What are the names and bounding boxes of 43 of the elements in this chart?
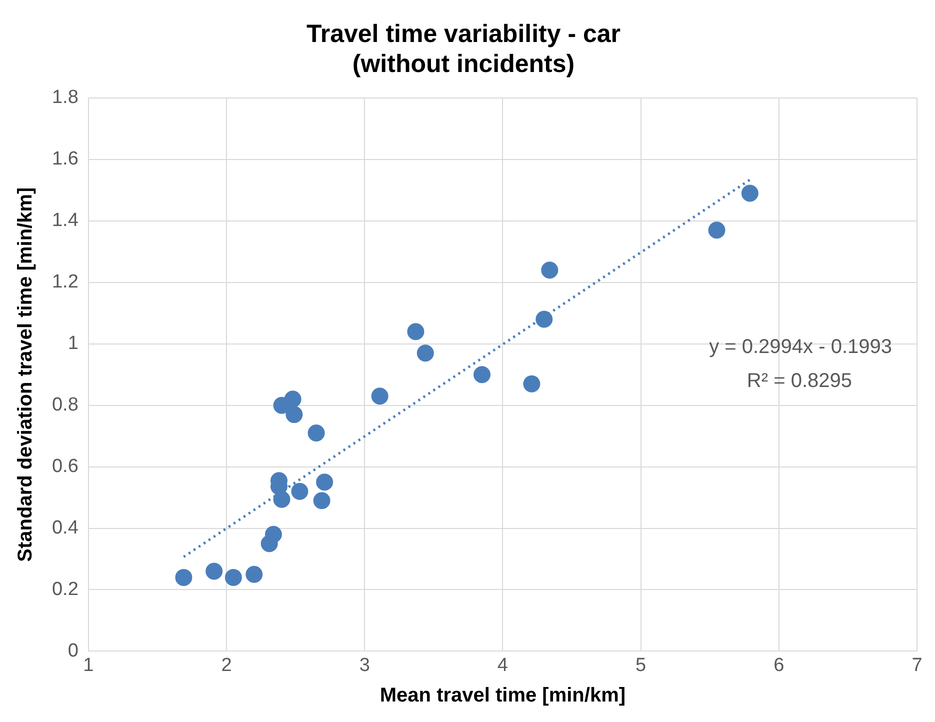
- point: [473, 366, 490, 384]
- point: [316, 474, 334, 491]
- y-tick-label: 1.6: [52, 148, 78, 170]
- y-tick-label: 0.8: [52, 394, 78, 416]
- point: [273, 490, 290, 508]
- y-tick-label: 0.4: [52, 518, 79, 538]
- point: [536, 310, 553, 328]
- point: [523, 375, 540, 392]
- point: [741, 184, 758, 202]
- y-axis-title: Standard deviation travel time [min/km]: [14, 187, 37, 562]
- point: [708, 222, 726, 239]
- point: [206, 562, 223, 580]
- point: [407, 323, 424, 340]
- y-tick-label: 0.2: [52, 578, 78, 600]
- x-tick-label: 1: [83, 654, 94, 676]
- y-tick-label: 0.6: [52, 456, 78, 478]
- point: [308, 424, 325, 442]
- x-tick-label: 3: [359, 654, 370, 676]
- point: [175, 568, 192, 586]
- annotation: y = 0.2994x - 0.1993: [709, 336, 892, 358]
- point: [264, 526, 282, 543]
- annotation: R² = 0.8295: [746, 370, 852, 392]
- x-tick-label: 5: [636, 654, 646, 676]
- y-tick-label: 0: [68, 640, 78, 662]
- point: [371, 388, 388, 405]
- x-tick-label: 4: [497, 654, 508, 676]
- chart-title: Travel time variability - car (without incidents): [306, 20, 621, 78]
- x-axis-title: Mean travel time [min/km]: [380, 684, 626, 707]
- point: [541, 262, 558, 279]
- y-tick-label: 1.4: [52, 210, 79, 232]
- y-tick-label: 1.8: [52, 87, 78, 108]
- point: [246, 566, 263, 583]
- x-tick-label: 7: [912, 654, 922, 676]
- y-tick-label: 1: [68, 333, 78, 354]
- point: [286, 406, 303, 424]
- x-tick-label: 2: [221, 654, 232, 676]
- point: [224, 568, 242, 586]
- y-tick-label: 1.2: [52, 272, 78, 293]
- point: [416, 344, 434, 362]
- point: [291, 482, 308, 500]
- point: [313, 492, 330, 510]
- x-tick-label: 6: [774, 654, 784, 676]
- point: [284, 390, 302, 408]
